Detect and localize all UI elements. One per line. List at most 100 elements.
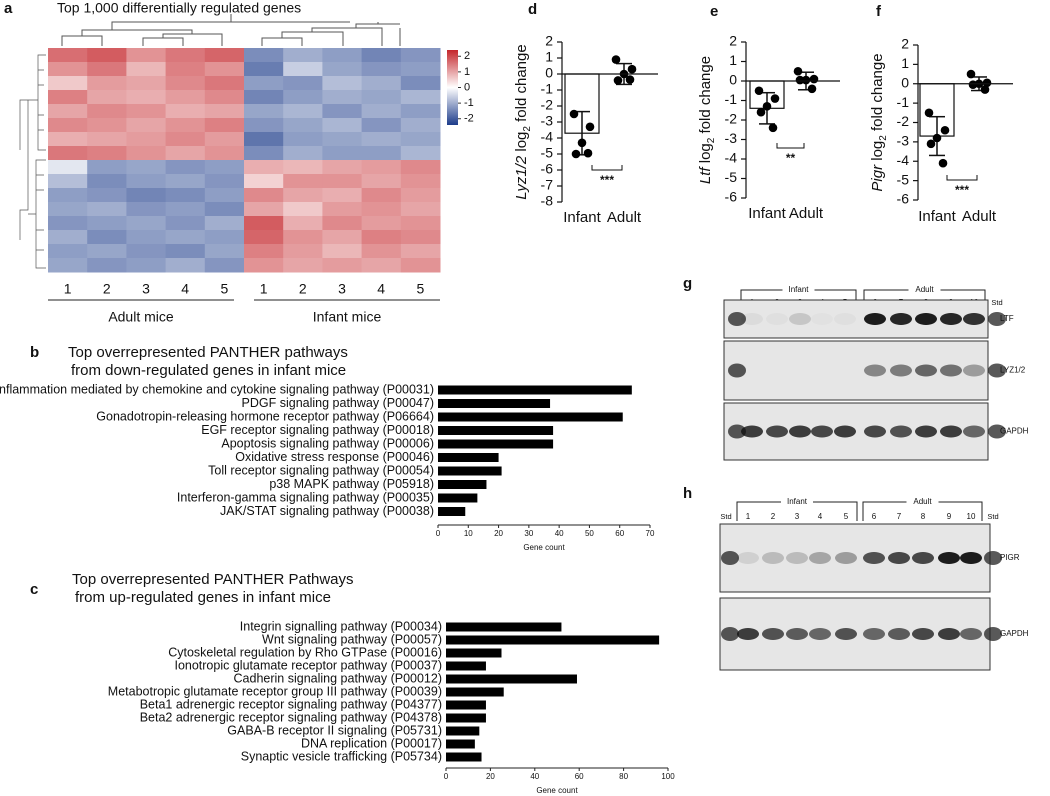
y-tick-label: 1 <box>901 55 909 71</box>
heatmap-cell <box>48 62 88 77</box>
colorbar-tick-label: 1 <box>464 66 470 78</box>
heatmap-cell <box>48 258 88 273</box>
heatmap-cell <box>204 146 245 161</box>
x-axis-label: Gene count <box>523 543 565 552</box>
group-label: Infant <box>788 285 809 294</box>
category-label: Interferon-gamma signaling pathway (P000… <box>177 490 434 504</box>
heatmap-cell <box>48 230 88 245</box>
heatmap-cell <box>48 104 88 119</box>
data-point <box>982 78 992 88</box>
heatmap-cell <box>87 118 127 133</box>
heatmap-cell <box>244 76 284 91</box>
heatmap-cell <box>361 146 402 161</box>
group-label: Adult <box>915 285 934 294</box>
heatmap-cell <box>204 62 245 77</box>
data-point <box>793 66 803 76</box>
y-tick-label: -8 <box>541 193 554 209</box>
heatmap-cell <box>322 202 363 217</box>
heatmap-cell <box>87 174 127 189</box>
heatmap-cell <box>244 202 284 217</box>
y-axis-label-part: log <box>869 141 886 165</box>
heatmap-cell <box>165 202 206 217</box>
heatmap-cell <box>322 146 363 161</box>
y-tick-label: 1 <box>729 52 737 68</box>
category-label: Gonadotropin-releasing hormone receptor … <box>96 409 434 423</box>
heatmap-cell <box>244 104 284 119</box>
std-ladder-band <box>728 363 746 378</box>
heatmap-cell <box>165 160 206 175</box>
y-tick-label: 2 <box>729 33 737 49</box>
y-tick-label: -6 <box>725 189 738 205</box>
category-label: Beta2 adrenergic receptor signaling path… <box>140 710 442 724</box>
panel-label: e <box>710 3 718 20</box>
heatmap-cell <box>48 76 88 91</box>
heatmap-cell <box>244 174 284 189</box>
heatmap-cell <box>400 146 441 161</box>
blot-band <box>915 313 937 325</box>
heatmap-cell <box>48 188 88 203</box>
blot-band <box>809 552 831 564</box>
std-ladder-band <box>984 551 1002 565</box>
category-label: Infant <box>563 209 601 226</box>
heatmap-cell <box>87 90 127 105</box>
blot-band <box>915 425 937 438</box>
y-axis-label-part: log <box>697 143 714 167</box>
heatmap-cell <box>204 174 245 189</box>
row-label: GAPDH <box>1000 629 1029 638</box>
heatmap-cell <box>400 216 441 231</box>
blot-band <box>960 552 982 564</box>
category-label: Adult <box>962 208 997 225</box>
bar <box>438 507 466 516</box>
chart-title: Top overrepresented PANTHER pathways <box>68 344 348 361</box>
heatmap-cell <box>361 230 402 245</box>
panel-label: h <box>683 485 692 502</box>
bar <box>438 453 499 462</box>
data-point <box>809 74 819 84</box>
group-label: Adult <box>913 497 932 506</box>
category-label: Metabotropic glutamate receptor group II… <box>108 684 442 698</box>
data-point <box>940 125 950 135</box>
heatmap-cell <box>322 104 363 119</box>
y-tick-label: 0 <box>729 72 737 88</box>
heatmap-cell <box>48 202 88 217</box>
chart-title: from down-regulated genes in infant mice <box>71 362 346 379</box>
bar <box>438 385 632 395</box>
data-point <box>611 55 621 64</box>
y-axis-label-part: Ltf <box>697 166 714 185</box>
heatmap-cell <box>126 160 167 175</box>
heatmap-cell <box>165 146 206 161</box>
blot-band <box>811 313 833 325</box>
heatmap-cell <box>87 76 127 91</box>
blot-band <box>888 552 910 564</box>
blot-band <box>938 552 960 564</box>
heatmap-cell <box>204 230 245 245</box>
significance-bracket <box>946 175 978 181</box>
bar <box>446 739 475 749</box>
heatmap-cell <box>204 202 245 217</box>
heatmap-cell <box>165 104 206 119</box>
heatmap-cell <box>126 90 167 105</box>
heatmap-cell <box>165 174 206 189</box>
bar <box>446 661 486 671</box>
std-ladder-band <box>721 551 739 565</box>
data-point <box>980 85 990 94</box>
heatmap-cell <box>400 202 441 217</box>
category-label: Apoptosis signaling pathway (P00006) <box>221 436 434 450</box>
blot-band <box>811 425 833 438</box>
y-tick-label: -1 <box>725 91 738 107</box>
heatmap-cell <box>322 258 363 273</box>
blot-band <box>888 628 910 640</box>
heatmap-cell <box>126 48 167 63</box>
data-point <box>768 123 778 133</box>
column-label: 3 <box>142 281 150 297</box>
heatmap-cell <box>204 160 245 175</box>
heatmap-cell <box>126 244 167 259</box>
heatmap-cell <box>283 76 323 91</box>
x-tick-label: 60 <box>615 529 624 538</box>
std-ladder-band <box>728 424 746 439</box>
data-point <box>577 138 587 148</box>
column-label: 1 <box>64 281 72 297</box>
category-label: Ionotropic glutamate receptor pathway (P… <box>174 658 442 672</box>
heatmap-cell <box>87 132 127 147</box>
category-label: PDGF signaling pathway (P00047) <box>242 396 434 410</box>
